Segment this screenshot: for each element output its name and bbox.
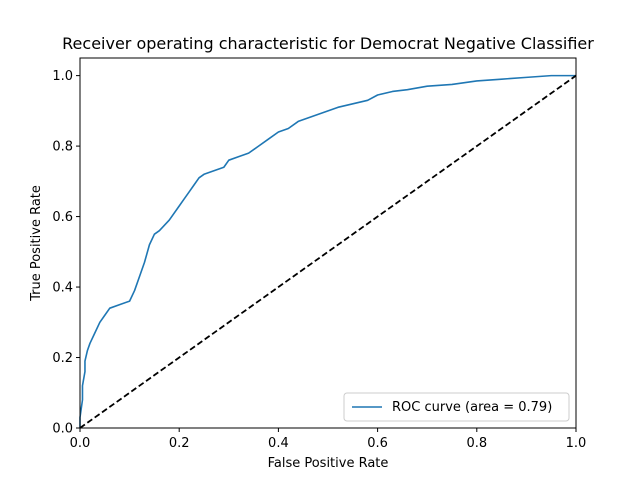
x-tick-label: 0.4 bbox=[268, 436, 289, 451]
y-tick-label: 0.2 bbox=[52, 351, 73, 366]
x-tick-label: 0.0 bbox=[70, 436, 91, 451]
x-tick-label: 0.8 bbox=[466, 436, 487, 451]
y-axis-ticks: 0.0 0.2 0.4 0.6 0.8 1.0 bbox=[52, 69, 80, 437]
x-axis-ticks: 0.0 0.2 0.4 0.6 0.8 1.0 bbox=[70, 428, 587, 451]
chance-diagonal-line bbox=[79, 74, 577, 429]
y-axis-label: True Positive Rate bbox=[29, 185, 44, 302]
legend-label-roc: ROC curve (area = 0.79) bbox=[392, 400, 552, 415]
x-tick-label: 0.2 bbox=[169, 436, 190, 451]
plot-frame bbox=[79, 57, 577, 429]
y-tick-label: 0.6 bbox=[52, 210, 73, 225]
y-tick-label: 0.4 bbox=[52, 281, 73, 296]
x-tick-label: 1.0 bbox=[566, 436, 587, 451]
series-layer bbox=[79, 74, 577, 429]
x-tick-label: 0.6 bbox=[367, 436, 388, 451]
x-axis-label: False Positive Rate bbox=[268, 456, 389, 471]
legend: ROC curve (area = 0.79) bbox=[343, 392, 570, 422]
y-tick-label: 0.8 bbox=[52, 140, 73, 155]
roc-curve-line bbox=[79, 74, 576, 428]
y-tick-label: 1.0 bbox=[52, 69, 73, 84]
y-tick-label: 0.0 bbox=[52, 422, 73, 437]
plot-area bbox=[80, 58, 576, 428]
chart-title: Receiver operating characteristic for De… bbox=[62, 34, 594, 53]
legend-box bbox=[343, 392, 570, 422]
